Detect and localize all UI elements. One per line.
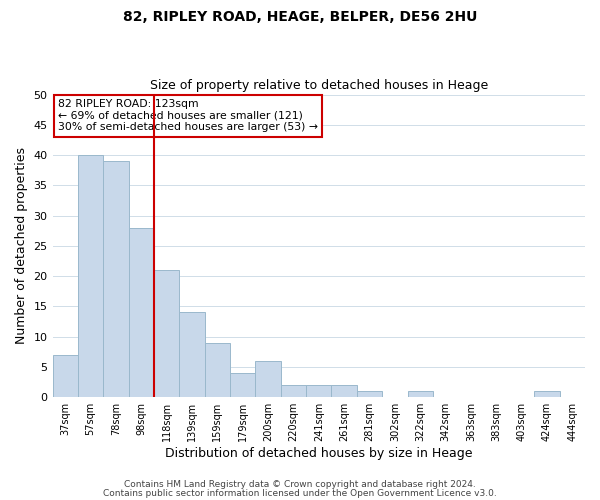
Title: Size of property relative to detached houses in Heage: Size of property relative to detached ho…	[149, 79, 488, 92]
Bar	[179, 312, 205, 397]
Bar	[205, 342, 230, 397]
Bar	[154, 270, 179, 397]
Bar	[103, 161, 128, 397]
Bar	[281, 385, 306, 397]
Bar	[256, 361, 281, 397]
Text: Contains HM Land Registry data © Crown copyright and database right 2024.: Contains HM Land Registry data © Crown c…	[124, 480, 476, 489]
Bar	[534, 391, 560, 397]
X-axis label: Distribution of detached houses by size in Heage: Distribution of detached houses by size …	[165, 447, 473, 460]
Text: 82, RIPLEY ROAD, HEAGE, BELPER, DE56 2HU: 82, RIPLEY ROAD, HEAGE, BELPER, DE56 2HU	[123, 10, 477, 24]
Bar	[407, 391, 433, 397]
Y-axis label: Number of detached properties: Number of detached properties	[15, 148, 28, 344]
Text: Contains public sector information licensed under the Open Government Licence v3: Contains public sector information licen…	[103, 489, 497, 498]
Bar	[128, 228, 154, 397]
Bar	[306, 385, 331, 397]
Bar	[230, 373, 256, 397]
Bar	[78, 155, 103, 397]
Text: 82 RIPLEY ROAD: 123sqm
← 69% of detached houses are smaller (121)
30% of semi-de: 82 RIPLEY ROAD: 123sqm ← 69% of detached…	[58, 99, 318, 132]
Bar	[357, 391, 382, 397]
Bar	[331, 385, 357, 397]
Bar	[53, 355, 78, 397]
